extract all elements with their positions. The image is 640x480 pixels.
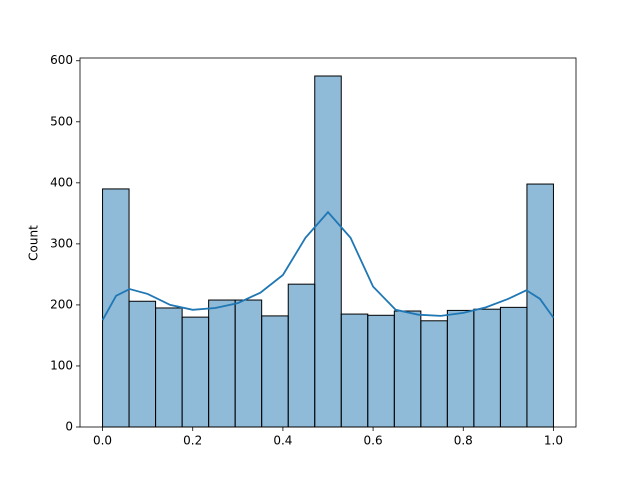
x-tick-label: 0.8 (454, 434, 473, 448)
y-tick-label: 400 (50, 175, 73, 189)
bar (128, 300, 157, 428)
bar (499, 306, 528, 428)
y-tick-label: 500 (50, 114, 73, 128)
plot-frame (79, 57, 577, 428)
bar (155, 307, 183, 428)
bar (287, 283, 316, 428)
bar (393, 310, 422, 428)
kde-line (101, 210, 555, 321)
bar (446, 309, 475, 428)
bar (340, 313, 369, 428)
bar (181, 316, 210, 428)
x-tick-label: 0.0 (93, 434, 112, 448)
x-tick-label: 0.6 (364, 434, 383, 448)
bar (526, 183, 554, 428)
y-tick-label: 200 (50, 297, 73, 311)
y-axis-label: Count (27, 225, 41, 261)
y-tick-label: 600 (50, 53, 73, 67)
x-tick-label: 0.4 (273, 434, 292, 448)
x-tick-label: 0.2 (183, 434, 202, 448)
bar (420, 320, 448, 428)
bar (234, 299, 263, 428)
bar (102, 188, 130, 428)
y-tick-label: 100 (50, 358, 73, 372)
y-tick-label: 0 (65, 420, 73, 434)
bar (314, 75, 342, 428)
y-tick-label: 300 (50, 236, 73, 250)
bar (261, 315, 289, 428)
bar (208, 299, 236, 428)
bar (367, 314, 395, 428)
x-tick-label: 1.0 (544, 434, 563, 448)
bar (473, 308, 501, 428)
